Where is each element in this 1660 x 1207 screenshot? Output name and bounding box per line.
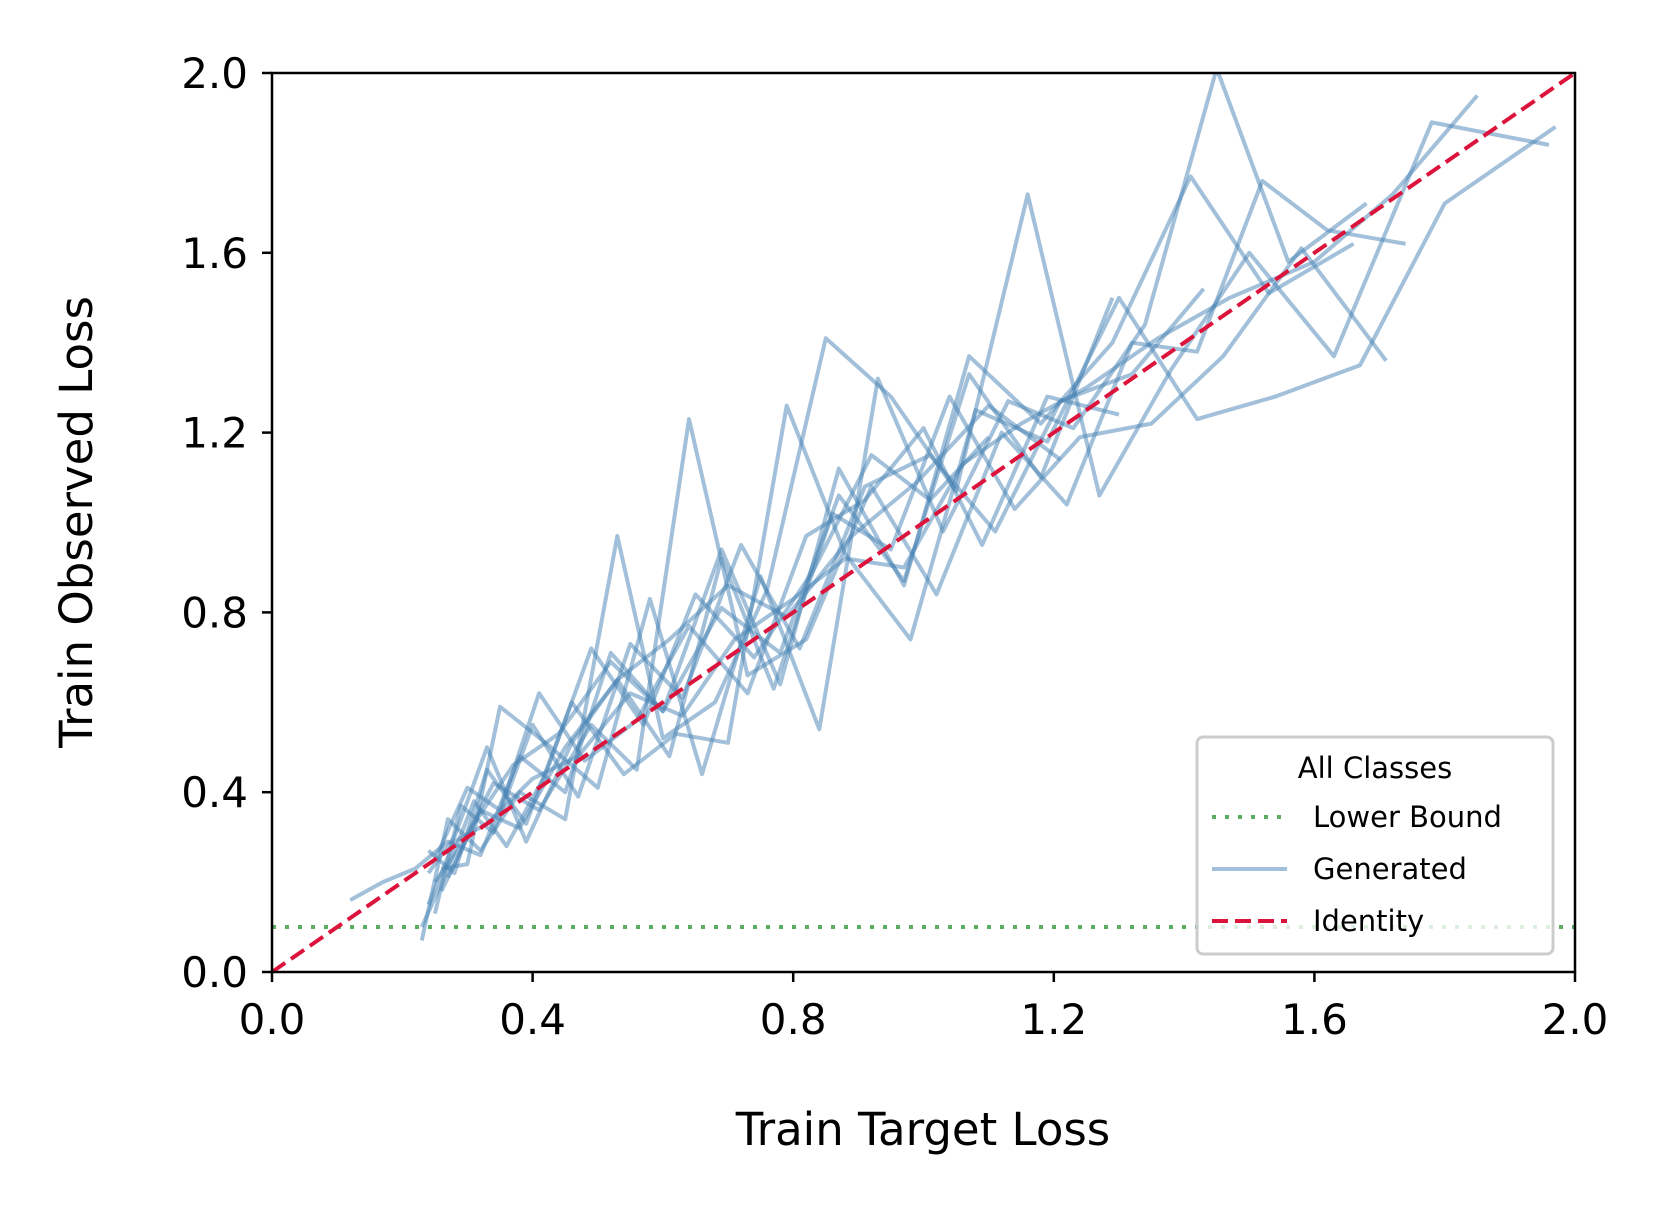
y-tick-label: 0.0 xyxy=(181,948,248,997)
x-tick-label: 1.2 xyxy=(1020,995,1087,1044)
generated-line-1 xyxy=(426,94,1479,906)
x-tick-label: 0.0 xyxy=(239,995,306,1044)
x-axis-label: Train Target Loss xyxy=(735,1103,1111,1156)
y-tick-label: 1.6 xyxy=(181,229,248,278)
x-tick-label: 0.8 xyxy=(760,995,827,1044)
generated-line-6 xyxy=(349,174,1355,902)
legend-box xyxy=(1195,735,1555,956)
y-tick-label: 0.8 xyxy=(181,588,248,637)
legend: All Classes Lower Bound Generated Identity xyxy=(1195,735,1555,956)
legend-title: All Classes xyxy=(1298,751,1452,785)
generated-line-12 xyxy=(446,403,1062,879)
generated-line-10 xyxy=(433,394,1120,861)
legend-entries: Lower Bound Generated Identity xyxy=(1212,800,1502,938)
legend-label: Lower Bound xyxy=(1313,800,1502,834)
y-tick-label: 0.4 xyxy=(181,768,248,817)
generated-line-7 xyxy=(432,287,1206,915)
x-tick-label: 1.6 xyxy=(1281,995,1348,1044)
x-tick-label: 2.0 xyxy=(1542,995,1609,1044)
identity-line xyxy=(272,73,1575,972)
x-tick-label: 0.4 xyxy=(499,995,566,1044)
y-tick-label: 1.2 xyxy=(181,409,248,458)
axis-ticks: 0.0 0.4 0.8 1.2 1.6 2.0 0.0 0.4 0.8 1.2 1.6 2.0 xyxy=(181,49,1608,1044)
legend-label: Generated xyxy=(1313,852,1467,886)
generated-line-11 xyxy=(419,435,991,928)
y-axis-label: Train Observed Loss xyxy=(50,296,103,749)
legend-label: Identity xyxy=(1313,904,1424,938)
axes-frame xyxy=(270,71,1577,974)
generated-line-5 xyxy=(427,125,1557,876)
y-tick-label: 2.0 xyxy=(181,49,248,98)
plot-area xyxy=(272,73,1575,972)
generated-line-3 xyxy=(419,120,1550,941)
